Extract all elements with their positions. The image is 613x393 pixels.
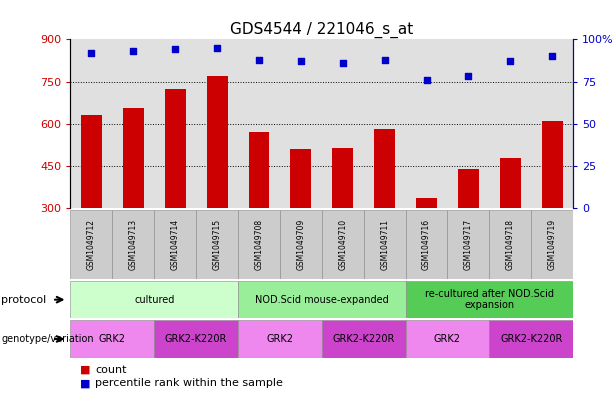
Point [296,58,306,64]
Point [212,44,222,51]
Text: GSM1049715: GSM1049715 [213,219,222,270]
Text: GSM1049716: GSM1049716 [422,219,431,270]
Point [463,73,473,80]
Bar [489,210,531,279]
Text: GSM1049713: GSM1049713 [129,219,138,270]
Bar [416,198,437,208]
Text: re-cultured after NOD.Scid
expansion: re-cultured after NOD.Scid expansion [425,289,554,310]
Bar [238,281,406,318]
Point [338,60,348,66]
Bar [322,210,364,279]
Bar [165,88,186,208]
Bar [374,129,395,208]
Bar [542,121,563,208]
Point [380,57,390,63]
Bar [238,320,322,358]
Text: protocol: protocol [1,295,47,305]
Bar [447,210,489,279]
Bar [458,169,479,208]
Text: ■: ■ [80,365,90,375]
Point [422,77,432,83]
Text: GSM1049709: GSM1049709 [296,219,305,270]
Text: cultured: cultured [134,295,175,305]
Bar [291,149,311,208]
Bar [154,210,196,279]
Text: GSM1049719: GSM1049719 [547,219,557,270]
Text: GSM1049710: GSM1049710 [338,219,348,270]
Point [170,46,180,53]
Text: GSM1049717: GSM1049717 [464,219,473,270]
Text: GRK2: GRK2 [434,334,461,344]
Bar [70,320,154,358]
Bar [280,210,322,279]
Point [86,50,96,56]
Text: GSM1049711: GSM1049711 [380,219,389,270]
Text: percentile rank within the sample: percentile rank within the sample [95,378,283,388]
Bar [70,281,238,318]
Point [254,57,264,63]
Bar [406,320,489,358]
Bar [70,210,112,279]
Text: count: count [95,365,126,375]
Bar [123,108,144,208]
Bar [322,320,406,358]
Bar [500,158,521,208]
Title: GDS4544 / 221046_s_at: GDS4544 / 221046_s_at [230,22,413,38]
Bar [248,132,270,208]
Bar [207,76,227,208]
Bar [154,320,238,358]
Bar [364,210,406,279]
Text: ■: ■ [80,378,90,388]
Text: GRK2: GRK2 [267,334,294,344]
Bar [196,210,238,279]
Point [505,58,515,64]
Text: GSM1049718: GSM1049718 [506,219,515,270]
Bar [81,115,102,208]
Text: NOD.Scid mouse-expanded: NOD.Scid mouse-expanded [255,295,389,305]
Text: GSM1049714: GSM1049714 [170,219,180,270]
Bar [406,210,447,279]
Text: genotype/variation: genotype/variation [1,334,94,344]
Bar [406,281,573,318]
Text: GSM1049712: GSM1049712 [87,219,96,270]
Point [129,48,139,54]
Bar [332,148,353,208]
Text: GRK2: GRK2 [99,334,126,344]
Text: GRK2-K220R: GRK2-K220R [165,334,227,344]
Text: GRK2-K220R: GRK2-K220R [332,334,395,344]
Text: GRK2-K220R: GRK2-K220R [500,334,563,344]
Point [547,53,557,59]
Bar [238,210,280,279]
Bar [112,210,154,279]
Text: GSM1049708: GSM1049708 [254,219,264,270]
Bar [489,320,573,358]
Bar [531,210,573,279]
